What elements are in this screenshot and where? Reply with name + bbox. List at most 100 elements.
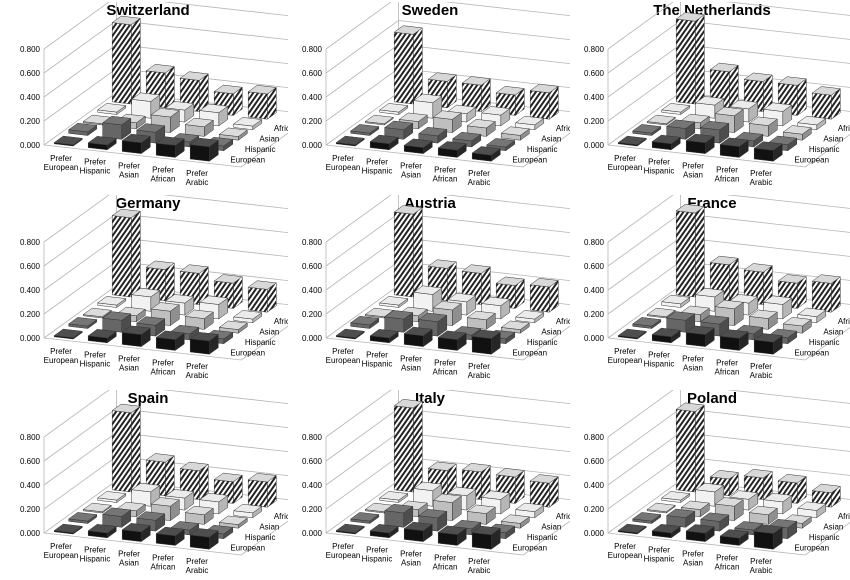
x-tick-label: Prefer European	[608, 154, 643, 172]
x-tick-label: Prefer Asian	[400, 355, 422, 373]
depth-tick-label: African	[838, 124, 850, 133]
bar	[666, 508, 696, 528]
bar	[471, 525, 501, 550]
y-tick-label: 0.000	[20, 334, 41, 343]
depth-tick-label: African	[556, 317, 570, 326]
x-tick-label: Prefer African	[433, 165, 458, 183]
depth-tick-label: Hispanic	[527, 145, 558, 154]
bar	[471, 146, 501, 162]
bar	[529, 474, 559, 508]
y-tick-label: 0.000	[302, 334, 323, 343]
y-tick-label: 0.800	[302, 238, 323, 247]
bar	[403, 521, 433, 543]
y-tick-label: 0.400	[20, 481, 41, 490]
bar	[719, 529, 749, 546]
gridline	[43, 390, 288, 438]
depth-tick-label: European	[794, 155, 829, 164]
bar	[719, 137, 749, 158]
bar	[661, 103, 691, 115]
bar	[797, 115, 827, 131]
bars	[617, 12, 841, 162]
gridline	[325, 213, 570, 267]
x-tick-label: Prefer European	[608, 347, 643, 365]
bar	[811, 274, 841, 313]
y-tick-label: 0.600	[302, 69, 323, 78]
x-tick-label: Prefer Arabic	[186, 557, 209, 575]
depth-tick-label: Hispanic	[245, 338, 276, 347]
depth-tick-label: Asian	[823, 522, 843, 531]
bar	[247, 85, 277, 120]
bar	[82, 502, 112, 514]
x-tick-label: Prefer African	[715, 165, 740, 183]
bar	[379, 103, 409, 115]
depth-tick-label: Asian	[823, 327, 843, 336]
bar	[97, 296, 127, 308]
y-tick-label: 0.800	[302, 45, 323, 54]
bar	[145, 260, 175, 302]
bar	[369, 329, 399, 344]
depth-axis-labels: EuropeanHispanicAsianAfricanArabic	[230, 317, 288, 358]
depth-tick-label: European	[512, 543, 547, 552]
depth-tick-label: Asian	[259, 134, 279, 143]
bar	[393, 25, 423, 105]
panel-title: Germany	[115, 195, 181, 212]
bar	[364, 307, 394, 319]
bar	[121, 325, 151, 348]
bars	[335, 25, 559, 162]
depth-axis-labels: EuropeanHispanicAsianAfricanArabic	[794, 124, 850, 165]
bar	[403, 138, 433, 155]
y-tick-label: 0.600	[584, 457, 605, 466]
bars	[335, 399, 559, 550]
y-tick-label: 0.200	[302, 310, 323, 319]
bar	[632, 512, 662, 524]
bar	[393, 399, 423, 493]
y-tick-label: 0.400	[584, 286, 605, 295]
bar	[666, 311, 696, 333]
x-tick-label: Prefer Hispanic	[362, 158, 393, 176]
depth-tick-label: Hispanic	[245, 145, 276, 154]
x-tick-label: Prefer Arabic	[186, 169, 209, 187]
depth-tick-label: European	[230, 155, 265, 164]
bar	[53, 135, 83, 147]
bars	[53, 403, 277, 550]
x-tick-label: Prefer European	[326, 347, 361, 365]
y-tick-label: 0.600	[302, 262, 323, 271]
bar	[685, 133, 715, 155]
x-tick-label: Prefer Asian	[118, 162, 140, 180]
y-tick-label: 0.600	[20, 69, 41, 78]
bar	[218, 320, 248, 334]
bar	[651, 134, 681, 151]
bar	[184, 505, 214, 525]
bar	[646, 502, 676, 514]
panel-title: Spain	[127, 390, 169, 407]
bar	[131, 92, 161, 119]
depth-tick-label: European	[512, 155, 547, 164]
gridline	[607, 390, 850, 438]
y-tick-label: 0.200	[20, 117, 41, 126]
chart-panel: Poland 0.000 0.200 0.400 0.600 0.800 Prefer Eur…	[572, 390, 850, 580]
floor-edge	[607, 327, 850, 361]
chart-panel: The Netherlands 0.000 0.200 0.400 0.600 0.800…	[572, 2, 850, 192]
y-tick-label: 0.800	[584, 45, 605, 54]
bar	[350, 512, 380, 524]
y-tick-label: 0.800	[584, 433, 605, 442]
y-tick-label: 0.000	[20, 141, 41, 150]
gridlines: 0.000 0.200 0.400 0.600 0.800	[302, 2, 570, 168]
bar	[437, 525, 467, 546]
bar	[189, 528, 219, 550]
y-tick-label: 0.000	[302, 141, 323, 150]
x-tick-label: Prefer African	[715, 553, 740, 571]
bar	[500, 126, 530, 141]
bar	[685, 524, 715, 543]
bar	[87, 136, 117, 151]
bar	[150, 108, 180, 134]
